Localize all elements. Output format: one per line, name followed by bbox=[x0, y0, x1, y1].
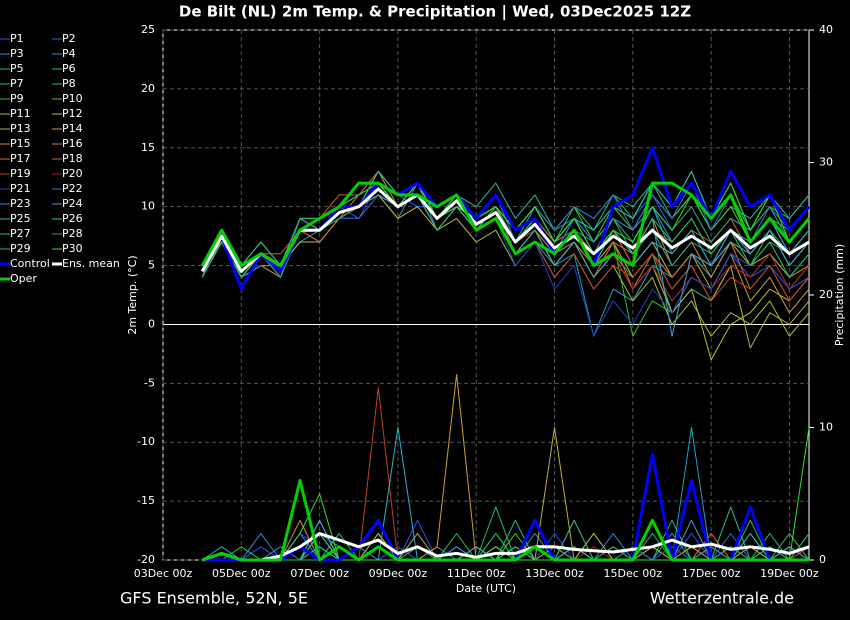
legend-label: Ens. mean bbox=[62, 257, 120, 270]
y-tick-label: 20 bbox=[141, 82, 155, 95]
x-tick-label: 05Dec 00z bbox=[212, 567, 271, 580]
legend-label: P28 bbox=[62, 227, 83, 240]
x-tick-label: 17Dec 00z bbox=[682, 567, 741, 580]
y-tick-label: -20 bbox=[137, 553, 155, 566]
legend-label: P2 bbox=[62, 32, 76, 45]
x-tick-label: 11Dec 00z bbox=[447, 567, 506, 580]
legend-label: P30 bbox=[62, 242, 83, 255]
y-axis-label: 2m Temp. (°C) bbox=[126, 255, 139, 334]
legend-label: P24 bbox=[62, 197, 83, 210]
legend-label: P22 bbox=[62, 182, 83, 195]
y-tick-label: 25 bbox=[141, 23, 155, 36]
legend-label: P9 bbox=[10, 92, 24, 105]
legend-label: P21 bbox=[10, 182, 31, 195]
legend-label: P27 bbox=[10, 227, 31, 240]
y2-axis-label: Precipitation (mm) bbox=[833, 244, 846, 346]
y2-tick-label: 30 bbox=[819, 156, 833, 169]
temp-line bbox=[200, 187, 810, 273]
y-tick-label: -10 bbox=[137, 435, 155, 448]
x-axis-label: Date (UTC) bbox=[456, 582, 516, 595]
chart-title: De Bilt (NL) 2m Temp. & Precipitation | … bbox=[179, 3, 691, 22]
legend-label: P26 bbox=[62, 212, 83, 225]
legend-label: P18 bbox=[62, 152, 83, 165]
y-tick-label: -5 bbox=[144, 376, 155, 389]
precip-line bbox=[201, 479, 809, 562]
y2-tick-label: 40 bbox=[819, 23, 833, 36]
legend-label: P4 bbox=[62, 47, 76, 60]
x-tick-label: 19Dec 00z bbox=[760, 567, 819, 580]
y2-tick-label: 0 bbox=[819, 553, 826, 566]
legend-label: P20 bbox=[62, 167, 83, 180]
y2-tick-label: 10 bbox=[819, 421, 833, 434]
legend-label: P12 bbox=[62, 107, 83, 120]
y-tick-label: -15 bbox=[137, 494, 155, 507]
footer-right: Wetterzentrale.de bbox=[650, 589, 794, 608]
legend-label: P1 bbox=[10, 32, 24, 45]
legend-label: Control bbox=[10, 257, 50, 270]
legend-label: P15 bbox=[10, 137, 31, 150]
legend-label: P14 bbox=[62, 122, 83, 135]
legend-label: P5 bbox=[10, 62, 24, 75]
legend-label: P3 bbox=[10, 47, 24, 60]
temp-line bbox=[200, 181, 811, 268]
y-tick-label: 5 bbox=[148, 259, 155, 272]
legend-label: P11 bbox=[10, 107, 31, 120]
footer-left: GFS Ensemble, 52N, 5E bbox=[120, 589, 308, 608]
y2-tick-label: 20 bbox=[819, 288, 833, 301]
legend-label: P16 bbox=[62, 137, 83, 150]
temp-line bbox=[201, 182, 810, 278]
legend-label: P13 bbox=[10, 122, 31, 135]
precip-line bbox=[201, 532, 810, 562]
x-tick-label: 07Dec 00z bbox=[290, 567, 349, 580]
legend-label: P7 bbox=[10, 77, 24, 90]
y-tick-label: 0 bbox=[148, 317, 155, 330]
y-tick-label: 10 bbox=[141, 200, 155, 213]
legend-label: P29 bbox=[10, 242, 31, 255]
legend-label: P19 bbox=[10, 167, 31, 180]
legend-label: P23 bbox=[10, 197, 31, 210]
legend-label: P17 bbox=[10, 152, 31, 165]
x-tick-label: 09Dec 00z bbox=[369, 567, 428, 580]
x-tick-label: 13Dec 00z bbox=[525, 567, 584, 580]
y-tick-label: 15 bbox=[141, 141, 155, 154]
x-tick-label: 03Dec 00z bbox=[134, 567, 193, 580]
legend-label: P25 bbox=[10, 212, 31, 225]
x-tick-label: 15Dec 00z bbox=[604, 567, 663, 580]
legend-label: P6 bbox=[62, 62, 76, 75]
legend-label: P8 bbox=[62, 77, 76, 90]
legend-label: P10 bbox=[62, 92, 83, 105]
legend-label: Oper bbox=[10, 272, 37, 285]
